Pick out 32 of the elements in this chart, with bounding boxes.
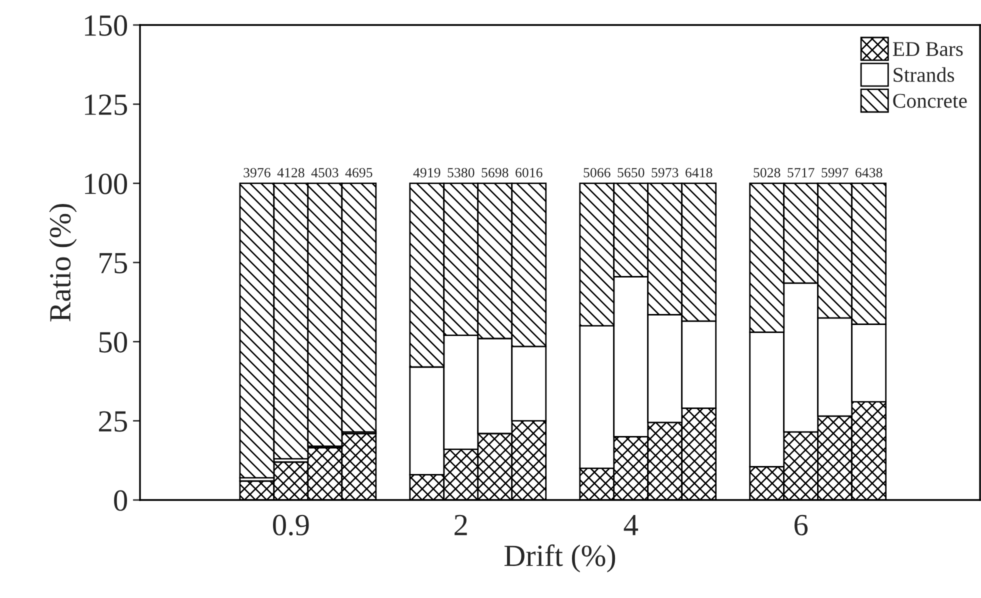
annotation: 5698 (482, 168, 508, 178)
annotation: 6418 (686, 168, 712, 178)
annotation: 5028 (754, 168, 780, 178)
annotation: 4503 (311, 168, 338, 178)
annotation: 5650 (618, 168, 644, 178)
annotation: 6016 (516, 168, 542, 178)
annotation: 4695 (345, 168, 372, 178)
y-tick-label: 75 (100, 253, 127, 274)
annotation: 5066 (584, 168, 610, 178)
x-tick-label: 0.9 (273, 514, 309, 536)
annotation: 5997 (822, 168, 848, 178)
y-tick-label: 100 (85, 174, 128, 194)
annotation: 3976 (244, 168, 270, 178)
legend-label: Concrete (893, 94, 967, 108)
y-axis-title: Ratio (%) (49, 204, 77, 322)
annotation: 5380 (448, 168, 474, 178)
y-tick-label: 25 (98, 411, 127, 432)
x-tick-label: 2 (454, 514, 467, 536)
x-tick-label: 6 (794, 514, 808, 536)
annotation: 4128 (277, 168, 304, 178)
annotation: 5717 (788, 168, 814, 178)
annotation: 4919 (413, 168, 440, 178)
y-tick-label: 125 (85, 94, 127, 116)
legend-label: Strands (894, 67, 954, 82)
y-tick-label: 0 (114, 490, 128, 511)
x-axis-title: Drift (%) (504, 544, 616, 572)
x-tick-label: 4 (624, 514, 638, 536)
y-tick-label: 50 (99, 332, 128, 353)
y-tick-label: 150 (85, 15, 128, 36)
annotation: 5973 (652, 168, 678, 178)
annotation: 6438 (856, 168, 882, 178)
legend-label: ED Bars (892, 42, 963, 56)
